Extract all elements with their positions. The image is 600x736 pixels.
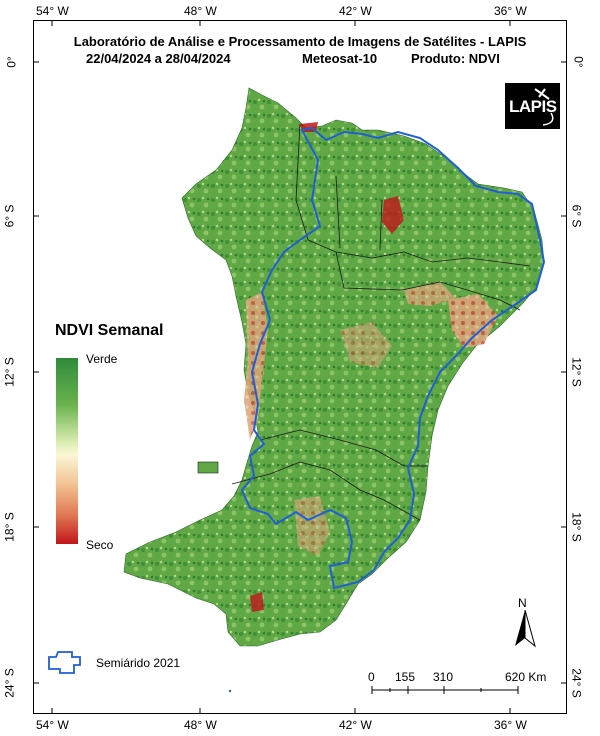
map-frame	[33, 20, 567, 714]
semiarid-boundary	[240, 126, 546, 590]
dry-patch-east	[448, 294, 498, 348]
map-title: Laboratório de Análise e Processamento d…	[73, 34, 527, 49]
north-label: N	[518, 596, 527, 610]
lon-tick-bottom-48w: 48° W	[184, 718, 217, 732]
lon-tick-bottom-54w: 54° W	[36, 718, 69, 732]
lon-tick-top-54w: 54° W	[36, 4, 69, 18]
dry-patch-west	[244, 292, 268, 440]
frame-ticks	[33, 20, 567, 714]
lon-tick-top-48w: 48° W	[184, 4, 217, 18]
lon-tick-bottom-42w: 42° W	[339, 718, 372, 732]
logo-text: LAPIS	[509, 97, 557, 116]
scale-label-310: 310	[433, 670, 454, 684]
satellite-name: Meteosat-10	[302, 51, 378, 66]
scale-label-155: 155	[395, 670, 416, 684]
legend-title: NDVI Semanal	[55, 322, 164, 339]
dry-patch-south	[294, 496, 330, 556]
scale-label-620: 620 Km	[505, 670, 547, 684]
legend-high-label: Verde	[86, 352, 118, 366]
lon-tick-top-42w: 42° W	[339, 4, 372, 18]
dry-patch-pernambuco	[404, 282, 456, 306]
scale-bar	[371, 686, 519, 694]
dry-patch-north	[382, 196, 404, 234]
semiarid-legend-icon	[48, 651, 81, 674]
dry-patch-minas	[250, 592, 264, 612]
north-arrow-icon	[515, 610, 536, 648]
product-name: Produto: NDVI	[411, 51, 500, 66]
island	[197, 461, 219, 474]
lapis-logo: LAPIS	[505, 83, 560, 129]
lon-tick-bottom-36w: 36° W	[494, 718, 527, 732]
date-range: 22/04/2024 a 28/04/2024	[86, 51, 231, 66]
ndvi-color-ramp	[56, 358, 78, 544]
semiarid-legend-label: Semiárido 2021	[96, 656, 181, 670]
scale-label-0: 0	[368, 670, 375, 684]
land-area	[123, 87, 545, 647]
satellite-icon	[534, 88, 554, 126]
lon-tick-top-36w: 36° W	[494, 4, 527, 18]
dry-patch-center	[340, 322, 392, 368]
small-marker	[228, 689, 232, 693]
legend-low-label: Seco	[86, 538, 114, 552]
